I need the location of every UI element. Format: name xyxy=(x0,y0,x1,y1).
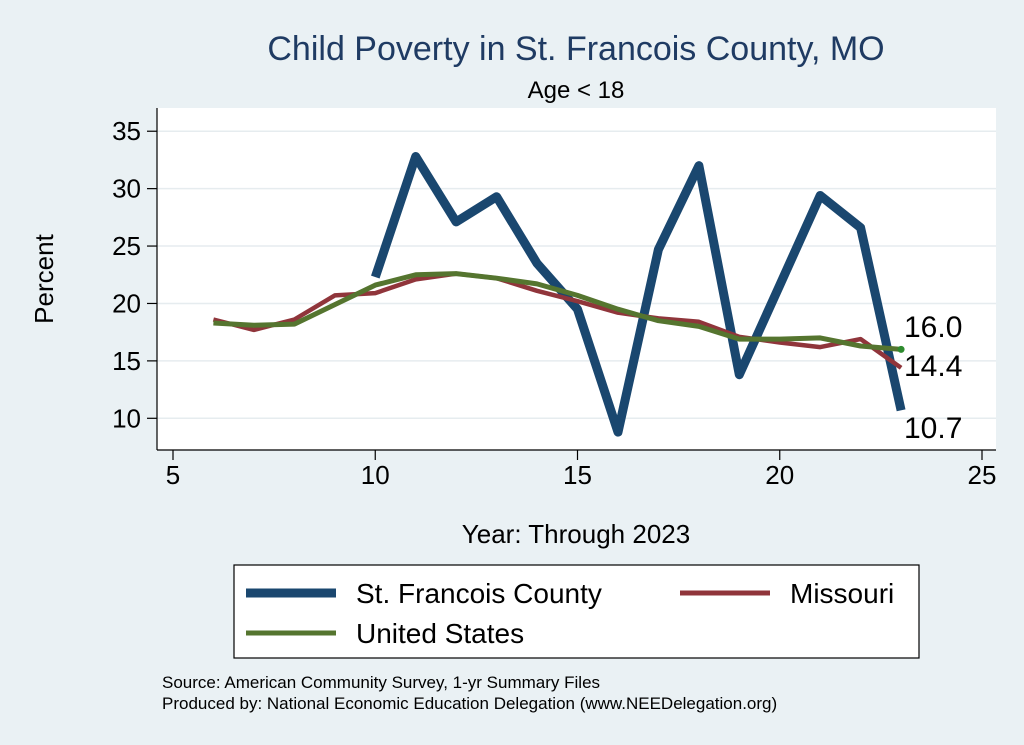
y-tick-label: 20 xyxy=(112,288,141,318)
series-line-st-francois-county xyxy=(371,152,906,437)
legend-label-st-francois-county: St. Francois County xyxy=(356,578,602,609)
x-axis-label: Year: Through 2023 xyxy=(462,519,690,549)
united-states-end-marker xyxy=(897,345,905,353)
producer-note: Produced by: National Economic Education… xyxy=(162,694,777,713)
legend-label-united-states: United States xyxy=(356,618,524,649)
x-tick-label: 20 xyxy=(765,460,794,490)
x-tick-label: 15 xyxy=(563,460,592,490)
end-label-united-states: 16.0 xyxy=(904,311,962,344)
x-tick-label: 10 xyxy=(361,460,390,490)
x-axis-ticks: 5 10 15 20 25 xyxy=(166,450,997,490)
x-tick-label: 25 xyxy=(968,460,997,490)
y-tick-label: 25 xyxy=(112,231,141,261)
x-tick-label: 5 xyxy=(166,460,180,490)
y-tick-label: 30 xyxy=(112,174,141,204)
series-line-missouri xyxy=(212,271,903,370)
plot-area xyxy=(157,108,996,450)
chart-title: Child Poverty in St. Francois County, MO xyxy=(267,30,884,68)
series-line-united-states xyxy=(213,271,902,352)
y-tick-label: 15 xyxy=(112,346,141,376)
legend: St. Francois County Missouri United Stat… xyxy=(233,564,920,659)
y-tick-label: 10 xyxy=(112,403,141,433)
chart-subtitle: Age < 18 xyxy=(528,77,625,104)
y-tick-label: 35 xyxy=(112,116,141,146)
y-axis-ticks: 10 15 20 25 30 35 xyxy=(112,116,157,433)
y-axis-label: Percent xyxy=(29,233,59,323)
end-label-missouri: 14.4 xyxy=(904,350,962,383)
source-note: Source: American Community Survey, 1-yr … xyxy=(162,673,600,692)
end-label-st-francois-county: 10.7 xyxy=(904,412,962,445)
legend-box xyxy=(233,564,920,659)
legend-label-missouri: Missouri xyxy=(790,578,894,609)
